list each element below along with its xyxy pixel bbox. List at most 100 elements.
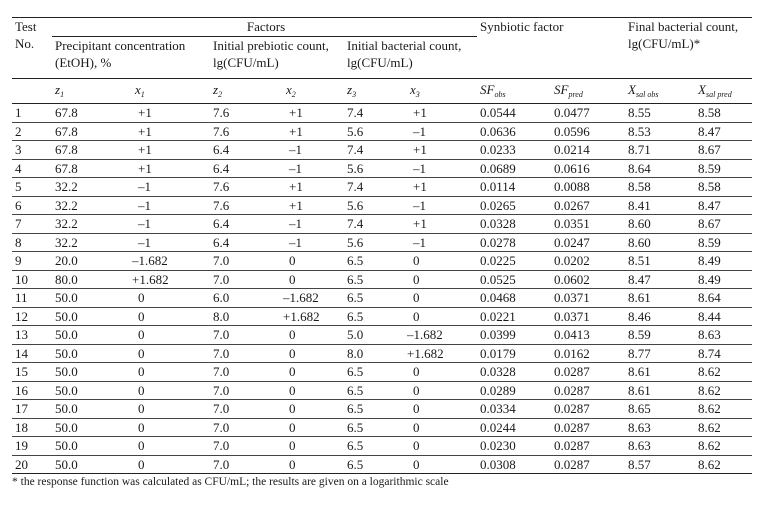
cell-x1: –1 xyxy=(132,196,210,215)
cell-x-sal-obs: 8.59 xyxy=(625,325,696,345)
cell-x3: +1 xyxy=(407,177,478,197)
table-body: 1 67.8 +1 7.6 +1 7.4 +1 0.0544 0.0477 8.55 8.58 2 67… xyxy=(12,103,753,474)
cell-z3: 6.5 xyxy=(344,362,407,382)
header-factors: Factors xyxy=(52,17,478,37)
footnote: * the response function was calculated a… xyxy=(12,476,449,488)
cell-x2: +1 xyxy=(283,103,344,123)
table-row: 11 50.0 0 6.0 –1.682 6.5 0 0.0468 0.0371 8.61 8.64 xyxy=(12,288,753,308)
cell-x-sal-pred: 8.47 xyxy=(695,196,753,215)
header-test-no: Test No. xyxy=(12,17,52,79)
cell-x-sal-pred: 8.59 xyxy=(695,233,753,252)
cell-test-no: 9 xyxy=(12,251,52,271)
cell-x1: 0 xyxy=(132,307,210,326)
cell-test-no: 1 xyxy=(12,103,52,123)
cell-z3: 6.5 xyxy=(344,307,407,326)
cell-z3: 5.6 xyxy=(344,122,407,141)
cell-z3: 6.5 xyxy=(344,455,407,474)
cell-z2: 8.0 xyxy=(210,307,283,326)
cell-x2: 0 xyxy=(283,399,344,419)
cell-test-no: 6 xyxy=(12,196,52,215)
cell-x1: 0 xyxy=(132,418,210,437)
cell-z2: 7.0 xyxy=(210,270,283,289)
cell-z1: 67.8 xyxy=(52,122,132,141)
table-row: 16 50.0 0 7.0 0 6.5 0 0.0289 0.0287 8.61 8.62 xyxy=(12,381,753,400)
cell-z1: 80.0 xyxy=(52,270,132,289)
cell-z2: 7.6 xyxy=(210,196,283,215)
cell-test-no: 14 xyxy=(12,344,52,363)
cell-x3: 0 xyxy=(407,399,478,419)
cell-z1: 32.2 xyxy=(52,233,132,252)
table-row: 13 50.0 0 7.0 0 5.0 –1.682 0.0399 0.0413 8.59 8.63 xyxy=(12,325,753,345)
cell-sf-pred: 0.0616 xyxy=(551,159,626,178)
cell-z3: 5.6 xyxy=(344,159,407,178)
cell-x2: +1 xyxy=(283,177,344,197)
cell-z2: 7.0 xyxy=(210,436,283,456)
cell-z3: 6.5 xyxy=(344,399,407,419)
cell-x3: –1 xyxy=(407,159,478,178)
symbol-x-sal-obs: Xsal obs xyxy=(625,78,696,104)
table-row: 12 50.0 0 8.0 +1.682 6.5 0 0.0221 0.0371 8.46 8.44 xyxy=(12,307,753,326)
cell-test-no: 17 xyxy=(12,399,52,419)
symbol-z2: z2 xyxy=(210,78,283,104)
cell-x-sal-pred: 8.62 xyxy=(695,362,753,382)
cell-x-sal-obs: 8.61 xyxy=(625,362,696,382)
cell-z1: 50.0 xyxy=(52,362,132,382)
table-row: 6 32.2 –1 7.6 +1 5.6 –1 0.0265 0.0267 8.41 8.47 xyxy=(12,196,753,215)
cell-x-sal-pred: 8.74 xyxy=(695,344,753,363)
cell-sf-obs: 0.0334 xyxy=(477,399,552,419)
cell-sf-obs: 0.0233 xyxy=(477,140,552,160)
header-final-bacterial-count: Final bacterial count, lg(CFU/mL)* xyxy=(625,17,753,79)
cell-x2: +1.682 xyxy=(283,307,344,326)
cell-x-sal-pred: 8.59 xyxy=(695,159,753,178)
symbol-x-sal-pred: Xsal pred xyxy=(695,78,753,104)
cell-sf-pred: 0.0287 xyxy=(551,399,626,419)
cell-sf-obs: 0.0114 xyxy=(477,177,552,197)
cell-z2: 7.0 xyxy=(210,381,283,400)
symbol-x2: x2 xyxy=(283,78,344,104)
cell-x2: 0 xyxy=(283,436,344,456)
cell-sf-obs: 0.0225 xyxy=(477,251,552,271)
cell-z1: 50.0 xyxy=(52,344,132,363)
cell-z3: 7.4 xyxy=(344,214,407,234)
cell-z3: 5.6 xyxy=(344,196,407,215)
cell-z3: 6.5 xyxy=(344,270,407,289)
cell-x3: +1.682 xyxy=(407,344,478,363)
cell-x-sal-obs: 8.55 xyxy=(625,103,696,123)
cell-x1: –1 xyxy=(132,177,210,197)
cell-z3: 6.5 xyxy=(344,381,407,400)
cell-x1: +1 xyxy=(132,103,210,123)
symbol-z3: z3 xyxy=(344,78,407,104)
cell-sf-pred: 0.0214 xyxy=(551,140,626,160)
cell-x-sal-pred: 8.44 xyxy=(695,307,753,326)
cell-z3: 6.5 xyxy=(344,288,407,308)
cell-z3: 5.6 xyxy=(344,233,407,252)
cell-test-no: 10 xyxy=(12,270,52,289)
cell-x-sal-obs: 8.41 xyxy=(625,196,696,215)
cell-z1: 67.8 xyxy=(52,159,132,178)
cell-x1: +1.682 xyxy=(132,270,210,289)
cell-test-no: 8 xyxy=(12,233,52,252)
cell-sf-pred: 0.0202 xyxy=(551,251,626,271)
cell-test-no: 5 xyxy=(12,177,52,197)
cell-sf-obs: 0.0221 xyxy=(477,307,552,326)
table-row: 20 50.0 0 7.0 0 6.5 0 0.0308 0.0287 8.57 8.62 xyxy=(12,455,753,474)
cell-sf-obs: 0.0525 xyxy=(477,270,552,289)
cell-z2: 7.0 xyxy=(210,418,283,437)
cell-x1: –1 xyxy=(132,214,210,234)
cell-x-sal-pred: 8.49 xyxy=(695,270,753,289)
table-row: 1 67.8 +1 7.6 +1 7.4 +1 0.0544 0.0477 8.55 8.58 xyxy=(12,103,753,123)
cell-x3: +1 xyxy=(407,214,478,234)
table-row: 19 50.0 0 7.0 0 6.5 0 0.0230 0.0287 8.63 8.62 xyxy=(12,436,753,456)
cell-sf-pred: 0.0602 xyxy=(551,270,626,289)
symbol-sf-obs: SFobs xyxy=(477,78,552,104)
cell-sf-pred: 0.0477 xyxy=(551,103,626,123)
cell-x1: +1 xyxy=(132,159,210,178)
experiment-table: Test No. Factors Synbiotic factor Final … xyxy=(12,17,753,474)
cell-x2: +1 xyxy=(283,122,344,141)
cell-x3: +1 xyxy=(407,140,478,160)
cell-x-sal-pred: 8.67 xyxy=(695,214,753,234)
header-synbiotic-factor: Synbiotic factor xyxy=(477,17,626,79)
table-row: 4 67.8 +1 6.4 –1 5.6 –1 0.0689 0.0616 8.64 8.59 xyxy=(12,159,753,178)
cell-sf-pred: 0.0351 xyxy=(551,214,626,234)
cell-test-no: 12 xyxy=(12,307,52,326)
